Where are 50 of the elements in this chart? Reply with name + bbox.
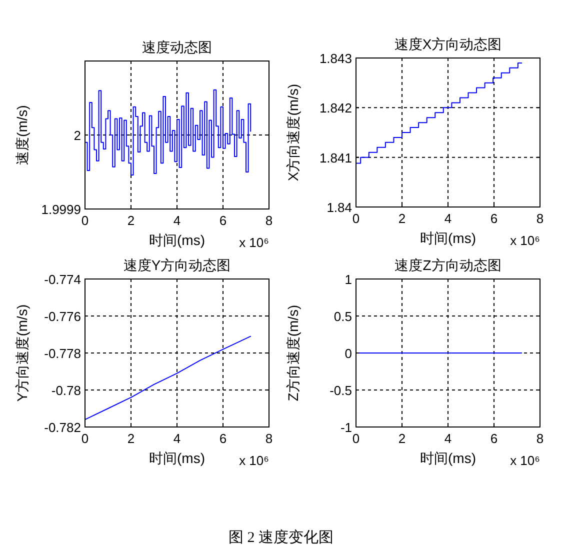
y-tick-label: 0.5 xyxy=(334,309,352,324)
x-tick-label: 8 xyxy=(265,213,273,228)
x-tick-label: 6 xyxy=(490,431,498,446)
x-tick-label: 4 xyxy=(444,211,452,226)
text: x 10⁶ xyxy=(239,453,269,468)
y-tick-label: -0.774 xyxy=(44,272,81,287)
x-tick-label: 8 xyxy=(265,431,273,446)
x-axis-title: 时间(ms) xyxy=(149,450,205,466)
y-tick-label: 1.843 xyxy=(319,51,352,66)
x-tick-label: 4 xyxy=(173,213,181,228)
y-tick-label: -0.776 xyxy=(44,309,81,324)
text: 图 2 速度变化图 xyxy=(228,529,334,546)
x-tick-label: 6 xyxy=(219,431,227,446)
y-axis-title: Y方向速度(m/s) xyxy=(14,304,30,402)
y-tick-label: 1.9999 xyxy=(41,202,81,217)
text: x 10⁶ xyxy=(510,233,540,248)
y-axis-title: 速度(m/s) xyxy=(14,105,30,165)
chart-title: 速度Y方向动态图 xyxy=(123,257,231,273)
x-tick-label: 8 xyxy=(536,211,544,226)
y-tick-label: 1.842 xyxy=(319,100,352,116)
y-tick-label: 1.84 xyxy=(326,200,352,215)
x-tick-label: 8 xyxy=(536,431,544,446)
chart-title: 速度X方向动态图 xyxy=(394,36,502,52)
y-axis-title: Z方向速度(m/s) xyxy=(285,304,301,402)
line-series xyxy=(84,336,252,420)
y-axis-title: X方向速度(m/s) xyxy=(285,84,301,182)
text: x 10⁶ xyxy=(510,453,540,468)
x-tick-label: 2 xyxy=(127,431,135,446)
y-tick-label: -0.782 xyxy=(44,420,81,435)
y-tick-label: -0.5 xyxy=(330,383,352,398)
y-tick-label: 1.841 xyxy=(319,150,352,166)
x-axis-title: 时间(ms) xyxy=(149,232,205,248)
y-tick-label: 1 xyxy=(344,272,352,287)
x-tick-label: 2 xyxy=(127,213,135,228)
x-tick-label: 4 xyxy=(173,431,181,446)
chart-title: 速度Z方向动态图 xyxy=(394,257,502,273)
x-tick-label: 6 xyxy=(219,213,227,228)
y-tick-label: -0.778 xyxy=(44,346,81,361)
x-tick-label: 2 xyxy=(398,431,406,446)
y-tick-label: 0 xyxy=(344,346,352,361)
x-axis-title: 时间(ms) xyxy=(420,450,476,466)
y-tick-label: -0.78 xyxy=(51,383,81,398)
x-tick-label: 4 xyxy=(444,431,452,446)
x-tick-label: 2 xyxy=(398,211,406,226)
chart-title: 速度动态图 xyxy=(142,39,212,55)
text: x 10⁶ xyxy=(239,235,269,250)
y-tick-label: -1 xyxy=(340,420,352,435)
x-tick-label: 6 xyxy=(490,211,498,226)
x-axis-title: 时间(ms) xyxy=(420,230,476,246)
y-tick-label: 2 xyxy=(74,128,81,143)
